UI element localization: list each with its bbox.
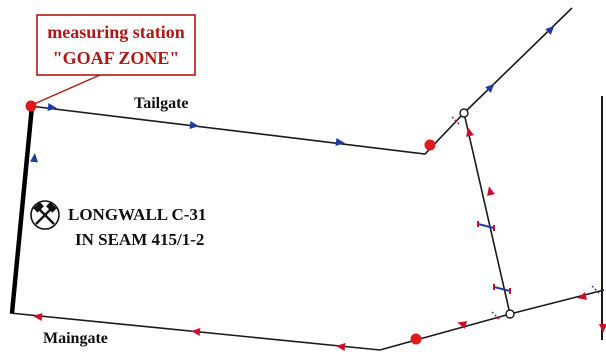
fresh-arrow-7 — [466, 127, 474, 137]
connecting-roadway — [463, 112, 511, 315]
return-air-arrows — [30, 25, 555, 163]
regulator-lower — [493, 284, 511, 294]
door-marker-junction-lower — [491, 311, 501, 321]
return-arrow-4 — [485, 83, 495, 93]
fresh-arrow-6 — [487, 186, 495, 196]
door-markers — [451, 116, 601, 321]
fresh-air-arrows — [33, 127, 606, 351]
measuring-point-maingate — [410, 333, 422, 345]
door-marker-tailgate — [451, 116, 461, 126]
return-arrow-5 — [545, 25, 555, 35]
door-marker-right — [591, 285, 601, 295]
measuring-point-tailgate — [424, 139, 436, 151]
return-arrow-3 — [335, 138, 345, 146]
fresh-arrow-4 — [457, 321, 468, 329]
fresh-arrow-1 — [33, 313, 43, 321]
fresh-arrow-5 — [577, 292, 587, 300]
tailgate-label: Tailgate — [134, 95, 189, 112]
return-arrow-face — [30, 153, 38, 163]
longwall-label-line-2: IN SEAM 415/1-2 — [75, 230, 204, 249]
airway-network — [9, 7, 605, 351]
tailgate-airway — [29, 105, 465, 155]
junction-node-upper — [459, 108, 469, 118]
measuring-point-goaf-zone — [25, 100, 37, 112]
maingate-label: Maingate — [43, 330, 108, 347]
fresh-arrow-3 — [336, 343, 346, 351]
intake-airway — [509, 289, 605, 315]
crossed-hammers-icon — [30, 200, 60, 230]
regulators — [477, 221, 511, 294]
junction-node-lower — [505, 309, 515, 319]
longwall-label-line-1: LONGWALL C-31 — [68, 205, 206, 224]
fresh-arrow-2 — [191, 328, 201, 336]
return-arrow-1 — [47, 103, 57, 111]
callout-line-2: "GOAF ZONE" — [53, 48, 180, 68]
callout-line-1: measuring station — [47, 22, 185, 42]
fresh-arrow-8 — [599, 324, 606, 333]
return-airway-to-surface — [463, 7, 573, 114]
regulator-upper — [477, 221, 495, 231]
longwall-face — [9, 105, 35, 314]
maingate-airway — [9, 312, 511, 351]
callout-goaf-zone: measuring station "GOAF ZONE" — [33, 14, 196, 105]
return-arrow-2 — [189, 121, 199, 129]
